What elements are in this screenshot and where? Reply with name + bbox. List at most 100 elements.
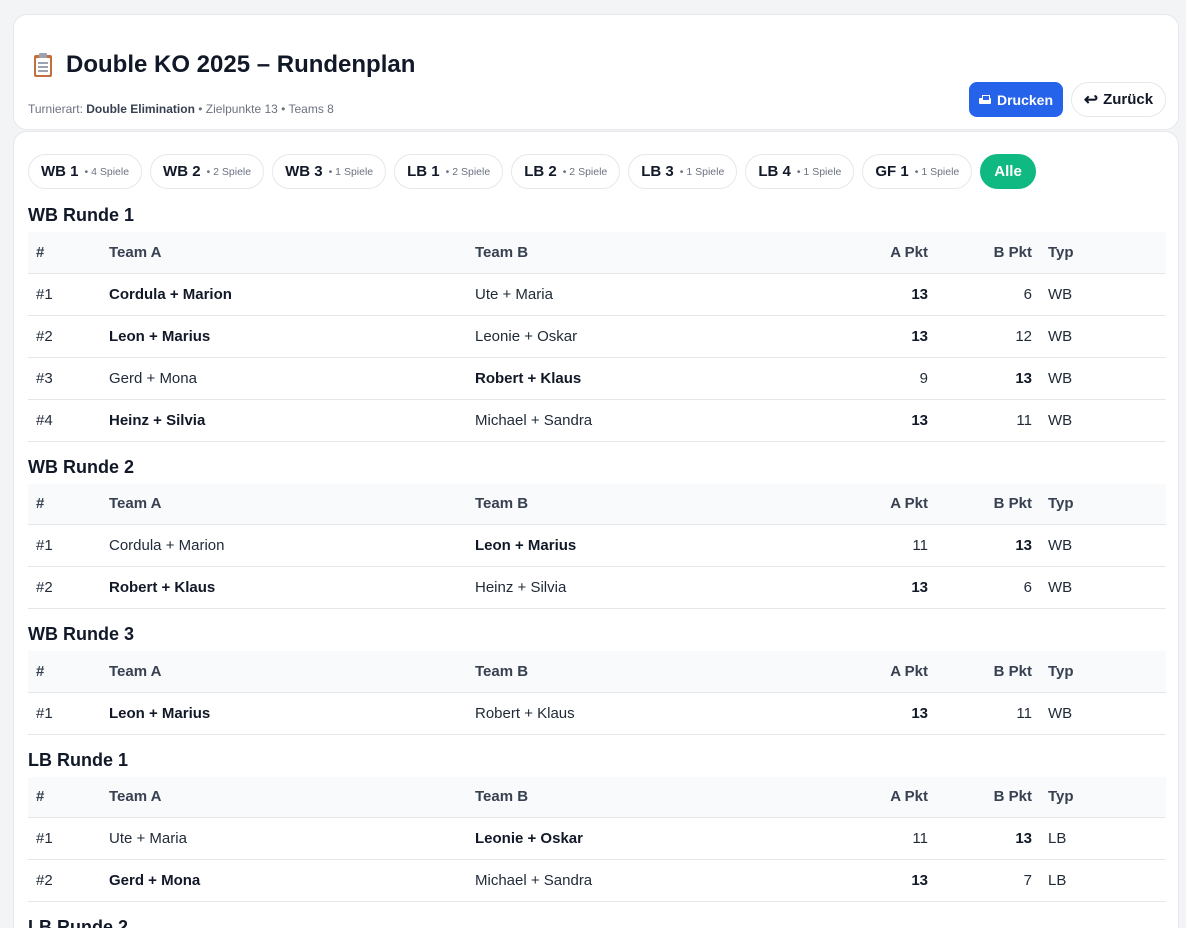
col-header-team-b: Team B	[475, 232, 818, 274]
team-b-cell: Heinz + Silvia	[475, 566, 818, 609]
col-header-team-a: Team A	[109, 776, 475, 818]
col-header-type: Typ	[1032, 232, 1166, 274]
col-header-a-points: A Pkt	[818, 232, 928, 274]
table-row: #2 Leon + Marius Leonie + Oskar 13 12 WB	[28, 315, 1166, 358]
meta-details: • Zielpunkte 13 • Teams 8	[198, 102, 334, 116]
a-points-cell: 13	[818, 315, 928, 358]
chip-label: LB 4	[758, 163, 791, 180]
team-b-cell: Robert + Klaus	[475, 357, 818, 400]
print-label: Drucken	[996, 91, 1054, 108]
type-cell: WB	[1032, 273, 1166, 316]
chip-label: WB 1	[41, 163, 79, 180]
col-header-a-points: A Pkt	[818, 483, 928, 525]
a-points-cell: 13	[818, 692, 928, 735]
round-chip[interactable]: LB 3 • 1 Spiele	[628, 154, 738, 189]
a-points-cell: 13	[818, 859, 928, 902]
round-title: WB Runde 2	[28, 456, 134, 477]
all-rounds-chip[interactable]: Alle	[980, 154, 1036, 189]
chip-count: • 2 Spiele	[445, 165, 491, 178]
col-header-team-b: Team B	[475, 651, 818, 693]
tournament-meta: Turnierart: Double Elimination • Zielpun…	[28, 102, 334, 116]
printer-icon	[978, 94, 991, 105]
round-chip[interactable]: GF 1 • 1 Spiele	[862, 154, 973, 189]
b-points-cell: 13	[928, 524, 1032, 567]
match-number: #1	[28, 273, 109, 316]
a-points-cell: 11	[818, 817, 928, 860]
table-row: #2 Gerd + Mona Michael + Sandra 13 7 LB	[28, 859, 1166, 902]
b-points-cell: 7	[928, 859, 1032, 902]
team-b-cell: Leonie + Oskar	[475, 817, 818, 860]
table-row: #3 Gerd + Mona Robert + Klaus 9 13 WB	[28, 357, 1166, 400]
match-number: #1	[28, 524, 109, 567]
col-header-type: Typ	[1032, 776, 1166, 818]
team-a-cell: Robert + Klaus	[109, 566, 475, 609]
clipboard-icon	[32, 52, 54, 78]
chip-label: LB 1	[407, 163, 440, 180]
chip-count: • 1 Spiele	[914, 165, 960, 178]
b-points-cell: 13	[928, 817, 1032, 860]
team-b-cell: Robert + Klaus	[475, 692, 818, 735]
type-cell: LB	[1032, 817, 1166, 860]
team-b-cell: Leonie + Oskar	[475, 315, 818, 358]
type-cell: WB	[1032, 315, 1166, 358]
team-a-cell: Leon + Marius	[109, 315, 475, 358]
col-header-b-points: B Pkt	[928, 232, 1032, 274]
col-header-type: Typ	[1032, 651, 1166, 693]
round-chip[interactable]: WB 1 • 4 Spiele	[28, 154, 143, 189]
chip-label: LB 2	[524, 163, 557, 180]
round-title: WB Runde 1	[28, 205, 134, 225]
round-title: LB Runde 2	[28, 917, 129, 928]
match-number: #2	[28, 859, 109, 902]
col-header-type: Typ	[1032, 483, 1166, 525]
team-a-cell: Heinz + Silvia	[109, 399, 475, 442]
team-a-cell: Cordula + Marion	[109, 524, 475, 567]
chip-count: • 1 Spiele	[796, 165, 842, 178]
meta-type-value: Double Elimination	[86, 102, 195, 116]
col-header-team-a: Team A	[109, 232, 475, 274]
team-b-cell: Michael + Sandra	[475, 399, 818, 442]
title-row: Double KO 2025 – Rundenplan	[32, 51, 415, 79]
round-chip[interactable]: LB 4 • 1 Spiele	[745, 154, 855, 189]
chip-count: • 2 Spiele	[562, 165, 608, 178]
main-card: WB 1 • 4 Spiele WB 2 • 2 Spiele WB 3 • 1 Spie…	[13, 131, 1179, 928]
match-number: #1	[28, 692, 109, 735]
round-chip[interactable]: LB 1 • 2 Spiele	[394, 154, 504, 189]
team-a-cell: Ute + Maria	[109, 817, 475, 860]
round-chip[interactable]: WB 3 • 1 Spiele	[272, 154, 387, 189]
col-header-number: #	[28, 483, 109, 525]
type-cell: LB	[1032, 859, 1166, 902]
print-button[interactable]: Drucken	[969, 82, 1063, 117]
table-row: #1 Ute + Maria Leonie + Oskar 11 13 LB	[28, 817, 1166, 860]
back-button[interactable]: ↩ Zurück	[1071, 82, 1166, 117]
match-number: #3	[28, 357, 109, 400]
b-points-cell: 6	[928, 566, 1032, 609]
col-header-a-points: A Pkt	[818, 776, 928, 818]
col-header-b-points: B Pkt	[928, 776, 1032, 818]
chip-label: WB 2	[163, 163, 201, 180]
chip-label: GF 1	[875, 163, 909, 180]
table-row: #1 Cordula + Marion Leon + Marius 11 13 WB	[28, 524, 1166, 567]
a-points-cell: 13	[818, 566, 928, 609]
match-number: #4	[28, 399, 109, 442]
round-chip[interactable]: WB 2 • 2 Spiele	[150, 154, 265, 189]
team-a-cell: Gerd + Mona	[109, 357, 475, 400]
col-header-team-b: Team B	[475, 483, 818, 525]
team-a-cell: Cordula + Marion	[109, 273, 475, 316]
table-row: #1 Cordula + Marion Ute + Maria 13 6 WB	[28, 273, 1166, 316]
b-points-cell: 13	[928, 357, 1032, 400]
col-header-number: #	[28, 232, 109, 274]
b-points-cell: 11	[928, 692, 1032, 735]
type-cell: WB	[1032, 692, 1166, 735]
type-cell: WB	[1032, 399, 1166, 442]
chip-label: LB 3	[641, 163, 674, 180]
round-chip[interactable]: LB 2 • 2 Spiele	[511, 154, 621, 189]
chip-label: Alle	[994, 163, 1022, 180]
back-label: Zurück	[1103, 91, 1154, 108]
